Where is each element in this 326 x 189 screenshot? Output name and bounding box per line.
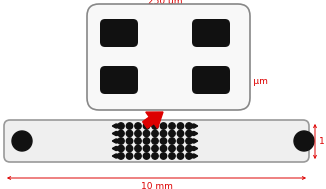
Circle shape: [118, 123, 124, 129]
Text: 58 μm: 58 μm: [239, 77, 268, 85]
Circle shape: [186, 153, 192, 159]
FancyArrow shape: [193, 139, 198, 143]
Circle shape: [160, 130, 167, 137]
Circle shape: [169, 138, 175, 144]
Circle shape: [177, 138, 184, 144]
Circle shape: [177, 130, 184, 137]
FancyArrow shape: [112, 154, 117, 158]
Circle shape: [186, 130, 192, 137]
Circle shape: [177, 123, 184, 129]
Circle shape: [143, 130, 150, 137]
Circle shape: [12, 131, 32, 151]
Circle shape: [118, 130, 124, 137]
Circle shape: [126, 130, 133, 137]
Circle shape: [152, 130, 158, 137]
Circle shape: [186, 145, 192, 152]
Circle shape: [169, 123, 175, 129]
FancyArrow shape: [112, 139, 117, 143]
FancyBboxPatch shape: [100, 66, 138, 94]
Circle shape: [152, 145, 158, 152]
Circle shape: [126, 153, 133, 159]
FancyBboxPatch shape: [192, 66, 230, 94]
Circle shape: [152, 123, 158, 129]
Circle shape: [160, 138, 167, 144]
Circle shape: [169, 153, 175, 159]
Circle shape: [169, 145, 175, 152]
Circle shape: [186, 138, 192, 144]
Circle shape: [152, 138, 158, 144]
FancyArrow shape: [112, 146, 117, 150]
Circle shape: [160, 123, 167, 129]
Circle shape: [143, 145, 150, 152]
Circle shape: [118, 145, 124, 152]
Circle shape: [294, 131, 314, 151]
Circle shape: [143, 123, 150, 129]
FancyArrow shape: [193, 132, 198, 136]
FancyBboxPatch shape: [4, 120, 309, 162]
Circle shape: [135, 130, 141, 137]
Circle shape: [160, 153, 167, 159]
FancyArrow shape: [112, 132, 117, 136]
Circle shape: [135, 138, 141, 144]
FancyArrow shape: [193, 124, 198, 128]
Text: 1 mm: 1 mm: [319, 137, 326, 146]
FancyBboxPatch shape: [87, 4, 250, 110]
FancyArrow shape: [193, 154, 198, 158]
FancyArrow shape: [193, 146, 198, 150]
Circle shape: [152, 153, 158, 159]
Text: 250 μm: 250 μm: [148, 0, 182, 6]
Circle shape: [160, 145, 167, 152]
Text: 10 mm: 10 mm: [141, 182, 172, 189]
Circle shape: [169, 130, 175, 137]
Circle shape: [126, 123, 133, 129]
Circle shape: [135, 123, 141, 129]
Circle shape: [177, 145, 184, 152]
Circle shape: [143, 138, 150, 144]
Circle shape: [143, 153, 150, 159]
FancyBboxPatch shape: [192, 19, 230, 47]
Circle shape: [118, 153, 124, 159]
Circle shape: [135, 153, 141, 159]
Circle shape: [177, 153, 184, 159]
Circle shape: [118, 138, 124, 144]
Circle shape: [126, 145, 133, 152]
Circle shape: [135, 145, 141, 152]
FancyArrow shape: [143, 112, 163, 128]
Circle shape: [186, 123, 192, 129]
Text: 50 μm: 50 μm: [151, 62, 179, 71]
FancyBboxPatch shape: [100, 19, 138, 47]
Circle shape: [126, 138, 133, 144]
FancyArrow shape: [112, 124, 117, 128]
